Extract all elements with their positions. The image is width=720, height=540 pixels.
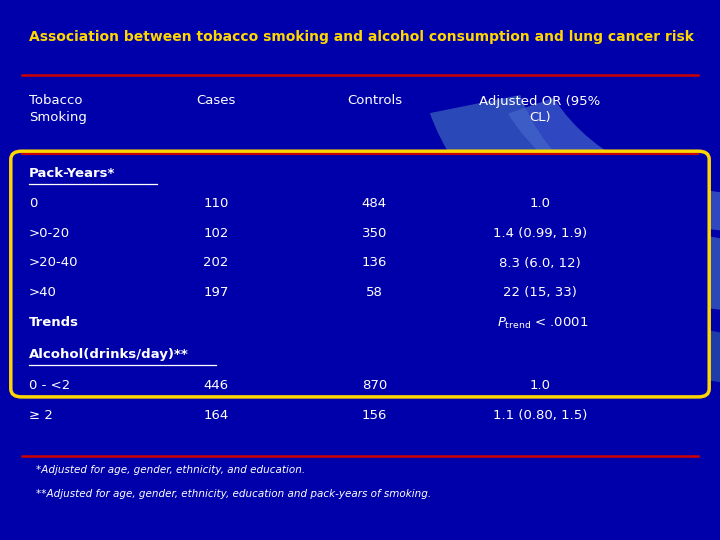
Text: 58: 58	[366, 286, 383, 299]
Text: 22 (15, 33): 22 (15, 33)	[503, 286, 577, 299]
Text: >0-20: >0-20	[29, 227, 70, 240]
Text: 197: 197	[203, 286, 229, 299]
Text: 136: 136	[361, 256, 387, 269]
Text: Adjusted OR (95%
CL): Adjusted OR (95% CL)	[480, 94, 600, 124]
Text: Trends: Trends	[29, 316, 78, 329]
Text: 484: 484	[362, 197, 387, 210]
Text: Association between tobacco smoking and alcohol consumption and lung cancer risk: Association between tobacco smoking and …	[29, 30, 693, 44]
Text: 0 - <2: 0 - <2	[29, 379, 70, 392]
Text: 164: 164	[203, 409, 229, 422]
Text: 1.4 (0.99, 1.9): 1.4 (0.99, 1.9)	[493, 227, 587, 240]
Text: 8.3 (6.0, 12): 8.3 (6.0, 12)	[499, 256, 581, 269]
Text: 110: 110	[203, 197, 229, 210]
Text: 102: 102	[203, 227, 229, 240]
Text: Alcohol(drinks/day)**: Alcohol(drinks/day)**	[29, 348, 189, 361]
Text: 1.1 (0.80, 1.5): 1.1 (0.80, 1.5)	[492, 409, 588, 422]
Text: 0: 0	[29, 197, 37, 210]
Text: $P_\mathregular{trend}$ < .0001: $P_\mathregular{trend}$ < .0001	[497, 316, 588, 331]
Text: *Adjusted for age, gender, ethnicity, and education.: *Adjusted for age, gender, ethnicity, an…	[36, 465, 305, 476]
Text: 1.0: 1.0	[529, 197, 551, 210]
Text: >40: >40	[29, 286, 57, 299]
Text: Tobacco
Smoking: Tobacco Smoking	[29, 94, 86, 124]
Text: Pack-Years*: Pack-Years*	[29, 167, 115, 180]
Text: >20-40: >20-40	[29, 256, 78, 269]
Text: 350: 350	[361, 227, 387, 240]
Text: 156: 156	[361, 409, 387, 422]
Text: 1.0: 1.0	[529, 379, 551, 392]
Text: 446: 446	[204, 379, 228, 392]
Wedge shape	[430, 95, 720, 313]
Text: Cases: Cases	[197, 94, 235, 107]
Text: **Adjusted for age, gender, ethnicity, education and pack-years of smoking.: **Adjusted for age, gender, ethnicity, e…	[36, 489, 431, 499]
Text: 202: 202	[203, 256, 229, 269]
Text: ≥ 2: ≥ 2	[29, 409, 53, 422]
Text: Controls: Controls	[347, 94, 402, 107]
FancyBboxPatch shape	[11, 151, 709, 397]
Wedge shape	[400, 159, 720, 389]
Wedge shape	[508, 98, 720, 232]
Text: 870: 870	[361, 379, 387, 392]
